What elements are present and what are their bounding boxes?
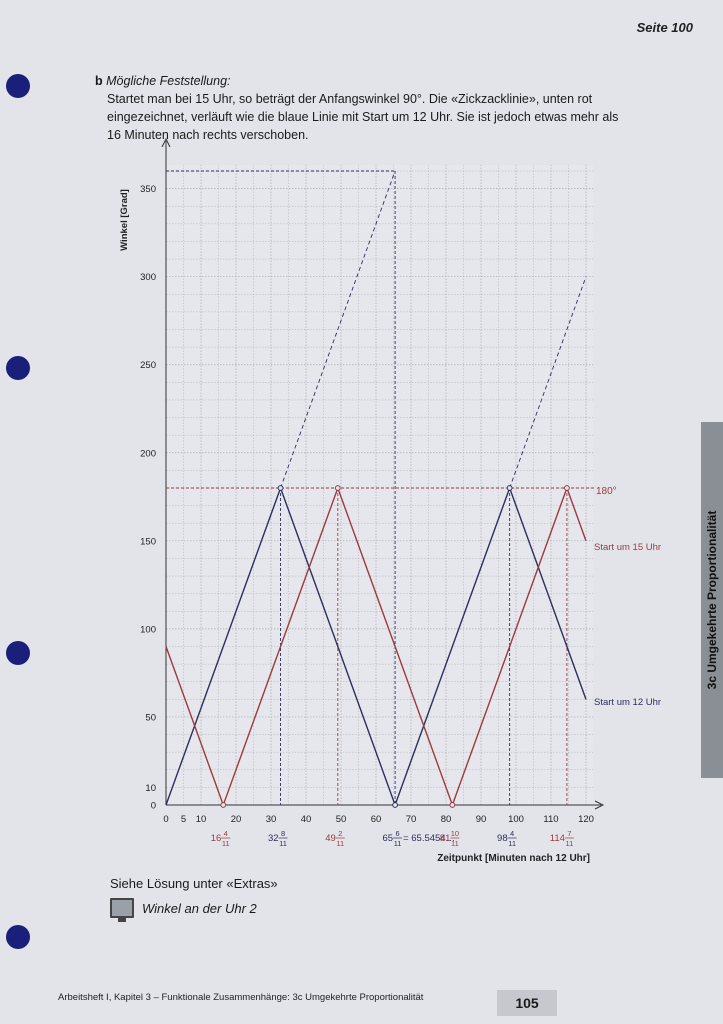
x-tick-label: 50: [336, 814, 347, 825]
page-number: 105: [497, 990, 557, 1016]
y-tick-label: 10: [145, 783, 156, 794]
task-text-line: 16 Minuten nach rechts verschoben.: [107, 128, 309, 142]
x-annotation: 32 811: [268, 829, 288, 848]
grid-background: [166, 165, 593, 805]
annotation-denominator: 11: [279, 839, 287, 848]
series-point: [564, 485, 570, 491]
chart-series: [165, 485, 587, 808]
x-tick-label: 30: [266, 814, 277, 825]
annotation-numerator: 6: [396, 829, 400, 838]
annotation-numerator: 10: [451, 829, 459, 838]
x-annotation: 114 711: [550, 829, 574, 848]
annotation-denominator: 11: [222, 839, 230, 848]
x-tick-label: 110: [543, 814, 558, 825]
series-point: [449, 802, 456, 808]
annotation-whole: 32: [268, 833, 279, 844]
annotation-denominator: 11: [508, 839, 516, 848]
y-tick-label: 0: [151, 801, 156, 812]
x-tick-label: 20: [231, 814, 242, 825]
y-tick-label: 100: [140, 624, 156, 635]
annotation-whole: 98: [497, 833, 508, 844]
annotation-whole: 65: [383, 833, 394, 844]
y-tick-label: 200: [140, 448, 156, 459]
x-tick-label: 100: [508, 814, 524, 825]
series-point: [277, 485, 284, 491]
series-label-start-12: Start um 12 Uhr: [594, 697, 661, 708]
x-tick-label: 5: [181, 814, 186, 825]
y-axis-label: Winkel [Grad]: [119, 189, 130, 251]
annotation-whole: 16: [211, 833, 222, 844]
y-tick-label: 150: [140, 536, 156, 547]
x-annotation: 16 411: [211, 829, 231, 848]
x-tick-label: 90: [476, 814, 487, 825]
reference-line-label: 180°: [596, 486, 617, 497]
x-tick-label: 80: [441, 814, 452, 825]
footer-text: Arbeitsheft I, Kapitel 3 – Funktionale Z…: [58, 992, 424, 1003]
x-tick-label: 70: [406, 814, 417, 825]
y-tick-label: 350: [140, 184, 156, 195]
annotation-numerator: 8: [281, 829, 285, 838]
chart-axes: 0 5 10 20 30 40 50 60 70 80 90 100 110 120 0 10 50 100 150…: [140, 137, 605, 825]
binder-hole: [6, 925, 30, 949]
x-tick-label: 120: [578, 814, 594, 825]
chart-grid: [166, 165, 593, 805]
x-annotation: 49 211: [325, 829, 345, 848]
annotation-denominator: 11: [394, 839, 402, 848]
extras-link-label[interactable]: Winkel an der Uhr 2: [142, 900, 257, 916]
task-section: b Mögliche Feststellung: Startet man bei…: [95, 72, 675, 144]
annotation-numerator: 4: [510, 829, 514, 838]
annotation-numerator: 7: [567, 829, 571, 838]
task-text-line: Startet man bei 15 Uhr, so beträgt der A…: [107, 92, 593, 106]
annotation-whole: 49: [325, 833, 336, 844]
chapter-side-tab-label: 3c Umgekehrte Proportionalität: [705, 510, 719, 690]
dashed-extension: [509, 276, 587, 489]
task-letter: b: [95, 74, 103, 88]
y-tick-label: 250: [140, 360, 156, 371]
y-axis-arrow: [161, 137, 171, 148]
x-tick-label: 40: [301, 814, 312, 825]
angle-chart: 0 5 10 20 30 40 50 60 70 80 90 100 110 120 0 10 50 100 150…: [119, 137, 661, 864]
x-annotation: 98 411: [497, 829, 517, 848]
task-heading: Mögliche Feststellung:: [106, 74, 231, 88]
binder-hole: [6, 356, 30, 380]
y-tick-label: 50: [145, 712, 156, 723]
chapter-side-tab: 3c Umgekehrte Proportionalität: [701, 422, 723, 778]
monitor-icon: [110, 898, 134, 922]
annotation-suffix: = 65.5454…: [403, 833, 455, 844]
x-tick-label: 0: [163, 814, 168, 825]
binder-hole: [6, 74, 30, 98]
page-label: Seite 100: [636, 20, 693, 35]
annotation-denominator: 11: [336, 839, 344, 848]
x-tick-label: 10: [196, 814, 207, 825]
annotation-whole: 81: [440, 833, 451, 844]
series-label-start-15: Start um 15 Uhr: [594, 542, 661, 553]
series-point: [392, 802, 398, 808]
y-tick-label: 300: [140, 272, 156, 283]
chart-guides: [166, 170, 596, 805]
x-tick-label: 60: [371, 814, 382, 825]
annotation-denominator: 11: [566, 839, 574, 848]
series-point: [220, 802, 227, 808]
x-axis-label: Zeitpunkt [Minuten nach 12 Uhr]: [437, 853, 590, 864]
annotation-numerator: 2: [338, 829, 342, 838]
binder-hole: [6, 641, 30, 665]
task-text-line: eingezeichnet, verläuft wie die blaue Li…: [107, 110, 619, 124]
annotation-whole: 114: [550, 833, 565, 844]
annotation-numerator: 4: [224, 829, 228, 838]
extras-link[interactable]: Winkel an der Uhr 2: [110, 898, 257, 922]
x-axis-arrow: [594, 800, 605, 810]
annotation-denominator: 11: [451, 839, 459, 848]
series-line-start-15: [165, 485, 587, 808]
dashed-extension: [280, 170, 396, 489]
solution-note: Siehe Lösung unter «Extras»: [110, 876, 278, 891]
series-point: [506, 485, 513, 491]
series-point: [334, 485, 341, 491]
x-annotation: 65 611 = 65.5454…: [383, 829, 456, 848]
